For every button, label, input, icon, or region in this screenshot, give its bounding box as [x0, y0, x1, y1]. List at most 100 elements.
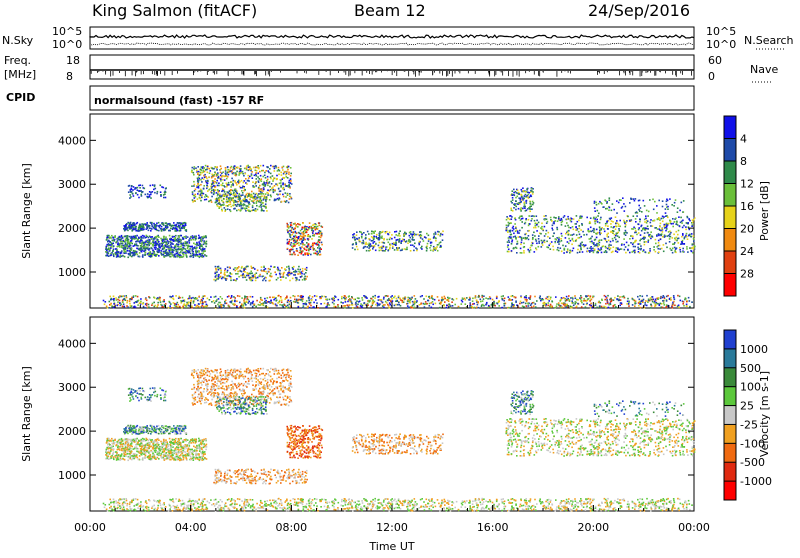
range-gate-cell — [535, 306, 537, 308]
range-gate-cell — [694, 245, 696, 247]
range-gate-cell — [206, 255, 208, 257]
range-gate-cell — [438, 231, 440, 233]
range-gate-cell — [231, 171, 233, 173]
range-gate-cell — [567, 250, 569, 252]
range-gate-cell — [415, 247, 417, 249]
range-gate-cell — [688, 297, 690, 299]
range-gate-cell — [552, 225, 554, 227]
range-gate-cell — [112, 237, 114, 239]
range-gate-cell — [219, 268, 221, 270]
range-gate-cell — [308, 243, 310, 245]
range-gate-cell — [406, 247, 408, 249]
range-gate-cell — [209, 299, 211, 301]
range-gate-cell — [534, 235, 536, 237]
range-gate-cell — [682, 227, 684, 229]
range-gate-cell — [145, 246, 147, 248]
range-gate-cell — [672, 223, 674, 225]
range-gate-cell — [227, 167, 229, 169]
range-gate-cell — [125, 224, 127, 226]
range-gate-cell — [302, 270, 304, 272]
range-gate-cell — [374, 295, 376, 297]
range-gate-cell — [541, 223, 543, 225]
range-gate-cell — [413, 246, 415, 248]
range-gate-cell — [220, 165, 222, 167]
range-gate-cell — [621, 207, 623, 209]
range-gate-cell — [531, 208, 533, 210]
range-gate-cell — [523, 198, 525, 200]
range-gate-cell — [352, 244, 354, 246]
range-gate-cell — [610, 219, 612, 221]
range-gate-cell — [216, 204, 218, 206]
range-gate-cell — [508, 296, 510, 298]
range-gate-cell — [227, 172, 229, 174]
range-gate-cell — [235, 182, 237, 184]
range-gate-cell — [519, 236, 521, 238]
range-gate-cell — [519, 230, 521, 232]
range-gate-cell — [687, 217, 689, 219]
range-gate-cell — [689, 247, 691, 249]
range-gate-cell — [594, 220, 596, 222]
range-gate-cell — [356, 238, 358, 240]
range-gate-cell — [143, 235, 145, 237]
range-gate-cell — [248, 177, 250, 179]
range-gate-cell — [305, 278, 307, 280]
range-gate-cell — [282, 188, 284, 190]
range-gate-cell — [221, 210, 223, 212]
range-gate-cell — [201, 195, 203, 197]
range-gate-cell — [680, 300, 682, 302]
range-gate-cell — [407, 297, 409, 299]
range-gate-cell — [634, 232, 636, 234]
range-gate-cell — [516, 243, 518, 245]
range-gate-cell — [531, 188, 533, 190]
range-gate-cell — [613, 209, 615, 211]
range-gate-cell — [580, 243, 582, 245]
range-gate-cell — [683, 200, 685, 202]
range-gate-cell — [610, 241, 612, 243]
range-gate-cell — [643, 200, 645, 202]
range-gate-cell — [302, 307, 304, 309]
range-gate-cell — [309, 222, 311, 224]
range-gate-cell — [256, 300, 258, 302]
range-gate-cell — [124, 245, 126, 247]
range-gate-cell — [563, 252, 565, 254]
range-gate-cell — [216, 169, 218, 171]
range-gate-cell — [194, 298, 196, 300]
range-gate-cell — [359, 301, 361, 303]
range-gate-cell — [218, 185, 220, 187]
range-gate-cell — [131, 225, 133, 227]
range-gate-cell — [546, 222, 548, 224]
range-gate-cell — [237, 271, 239, 273]
range-gate-cell — [419, 231, 421, 233]
range-gate-cell — [361, 236, 363, 238]
range-gate-cell — [142, 254, 144, 256]
range-gate-cell — [122, 241, 124, 243]
range-gate-cell — [185, 254, 187, 256]
range-gate-cell — [125, 243, 127, 245]
range-gate-cell — [513, 306, 515, 308]
range-gate-cell — [515, 209, 517, 211]
range-gate-cell — [356, 234, 358, 236]
range-gate-cell — [684, 236, 686, 238]
range-gate-cell — [266, 182, 268, 184]
range-gate-cell — [685, 229, 687, 231]
range-gate-cell — [190, 256, 192, 258]
range-gate-cell — [236, 193, 238, 195]
range-gate-cell — [112, 243, 114, 245]
range-gate-cell — [140, 298, 142, 300]
range-gate-cell — [179, 225, 181, 227]
range-gate-cell — [523, 252, 525, 254]
range-gate-cell — [446, 305, 448, 307]
range-gate-cell — [211, 196, 213, 198]
range-gate-cell — [316, 296, 318, 298]
range-gate-cell — [630, 242, 632, 244]
range-gate-cell — [315, 229, 317, 231]
range-gate-cell — [580, 249, 582, 251]
range-gate-cell — [225, 279, 227, 281]
range-gate-cell — [544, 242, 546, 244]
range-gate-cell — [228, 171, 230, 173]
range-gate-cell — [256, 272, 258, 274]
range-gate-cell — [182, 225, 184, 227]
range-gate-cell — [161, 245, 163, 247]
range-gate-cell — [548, 245, 550, 247]
range-gate-cell — [143, 246, 145, 248]
